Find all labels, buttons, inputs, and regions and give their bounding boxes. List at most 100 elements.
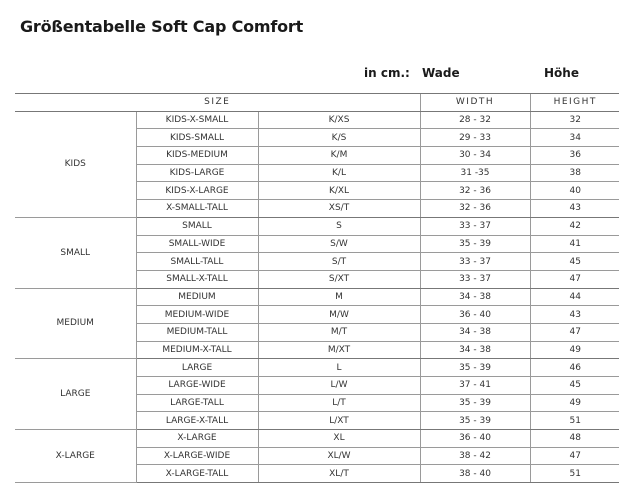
table-row: KIDS-SMALL K/S 29 - 33 34	[15, 128, 619, 148]
height-cell: 49	[529, 341, 619, 360]
column-header-width: WIDTH	[419, 93, 531, 112]
size-code-cell: L/XT	[257, 411, 421, 431]
table-row: LARGE LARGE L 35 - 39 46	[15, 358, 619, 431]
size-group-label: MEDIUM	[15, 288, 136, 360]
size-code-cell: L/W	[257, 376, 421, 395]
wade-label: Wade	[422, 66, 460, 80]
size-code-cell: M/XT	[257, 341, 421, 360]
width-cell: 35 - 39	[419, 235, 531, 254]
width-cell: 38 - 40	[419, 464, 531, 484]
size-group-label: LARGE	[15, 358, 136, 431]
width-cell: 34 - 38	[419, 288, 531, 307]
size-group-label: X-LARGE	[15, 429, 136, 484]
size-code-cell: K/L	[257, 164, 421, 183]
width-cell: 30 - 34	[419, 146, 531, 165]
height-cell: 43	[529, 305, 619, 324]
height-cell: 43	[529, 199, 619, 218]
height-cell: 34	[529, 128, 619, 148]
table-row: MEDIUM-WIDE M/W 36 - 40 43	[15, 305, 619, 324]
height-cell: 40	[529, 181, 619, 201]
table-row: X-LARGE-WIDE XL/W 38 - 42 47	[15, 447, 619, 466]
height-cell: 51	[529, 464, 619, 484]
table-row: SMALL SMALL S 33 - 37 42	[15, 217, 619, 289]
table-body: KIDS KIDS-X-SMALL K/XS 28 - 32 32 KIDS-SMALL K…	[15, 111, 619, 484]
column-header-height: HEIGHT	[529, 93, 619, 112]
table-row: MEDIUM MEDIUM M 34 - 38 44	[15, 288, 619, 360]
size-name-cell: X-SMALL-TALL	[135, 199, 258, 218]
table-header-row: SIZE WIDTH HEIGHT	[15, 93, 619, 112]
height-cell: 48	[529, 429, 619, 448]
height-cell: 47	[529, 447, 619, 466]
size-name-cell: SMALL-WIDE	[135, 235, 258, 254]
size-code-cell: XS/T	[257, 199, 421, 218]
size-code-cell: M	[257, 288, 421, 307]
width-cell: 34 - 38	[419, 341, 531, 360]
width-cell: 32 - 36	[419, 199, 531, 218]
size-name-cell: X-LARGE	[135, 429, 258, 448]
size-name-cell: MEDIUM	[135, 288, 258, 307]
height-cell: 47	[529, 270, 619, 289]
size-name-cell: LARGE-X-TALL	[135, 411, 258, 431]
column-header-size: SIZE	[15, 93, 421, 112]
size-code-cell: XL	[257, 429, 421, 448]
size-code-cell: L	[257, 358, 421, 377]
size-name-cell: MEDIUM-TALL	[135, 323, 258, 342]
unit-label: in cm.:	[364, 66, 410, 80]
size-name-cell: KIDS-X-SMALL	[135, 111, 258, 130]
width-cell: 33 - 37	[419, 217, 531, 236]
table-row: SMALL-X-TALL S/XT 33 - 37 47	[15, 270, 619, 289]
table-row: LARGE-WIDE L/W 37 - 41 45	[15, 376, 619, 395]
size-name-cell: KIDS-X-LARGE	[135, 181, 258, 201]
size-name-cell: LARGE-WIDE	[135, 376, 258, 395]
table-row: KIDS KIDS-X-SMALL K/XS 28 - 32 32	[15, 111, 619, 218]
height-cell: 42	[529, 217, 619, 236]
height-cell: 44	[529, 288, 619, 307]
hoehe-label: Höhe	[544, 66, 579, 80]
width-cell: 34 - 38	[419, 323, 531, 342]
size-code-cell: S/W	[257, 235, 421, 254]
size-code-cell: L/T	[257, 394, 421, 413]
table-row: LARGE-TALL L/T 35 - 39 49	[15, 394, 619, 413]
size-group-label: KIDS	[15, 111, 136, 218]
size-code-cell: S	[257, 217, 421, 236]
size-code-cell: M/T	[257, 323, 421, 342]
size-name-cell: SMALL-X-TALL	[135, 270, 258, 289]
height-cell: 49	[529, 394, 619, 413]
table-row: X-LARGE X-LARGE XL 36 - 40 48	[15, 429, 619, 484]
size-name-cell: X-LARGE-TALL	[135, 464, 258, 484]
size-code-cell: S/XT	[257, 270, 421, 289]
height-cell: 32	[529, 111, 619, 130]
size-name-cell: LARGE-TALL	[135, 394, 258, 413]
height-cell: 36	[529, 146, 619, 165]
size-code-cell: M/W	[257, 305, 421, 324]
table-row: KIDS-LARGE K/L 31 -35 38	[15, 164, 619, 183]
height-cell: 51	[529, 411, 619, 431]
width-cell: 31 -35	[419, 164, 531, 183]
width-cell: 35 - 39	[419, 411, 531, 431]
size-name-cell: SMALL	[135, 217, 258, 236]
width-cell: 37 - 41	[419, 376, 531, 395]
width-cell: 32 - 36	[419, 181, 531, 201]
size-code-cell: S/T	[257, 252, 421, 271]
table-row: SMALL-WIDE S/W 35 - 39 41	[15, 235, 619, 254]
table-row: KIDS-MEDIUM K/M 30 - 34 36	[15, 146, 619, 165]
size-code-cell: XL/T	[257, 464, 421, 484]
height-cell: 45	[529, 376, 619, 395]
size-code-cell: XL/W	[257, 447, 421, 466]
size-code-cell: K/XL	[257, 181, 421, 201]
size-code-cell: K/XS	[257, 111, 421, 130]
width-cell: 33 - 37	[419, 252, 531, 271]
table-row: SMALL-TALL S/T 33 - 37 45	[15, 252, 619, 271]
size-name-cell: LARGE	[135, 358, 258, 377]
width-cell: 29 - 33	[419, 128, 531, 148]
width-cell: 36 - 40	[419, 305, 531, 324]
size-group-label: SMALL	[15, 217, 136, 289]
size-name-cell: X-LARGE-WIDE	[135, 447, 258, 466]
width-cell: 38 - 42	[419, 447, 531, 466]
height-cell: 38	[529, 164, 619, 183]
table-row: X-SMALL-TALL XS/T 32 - 36 43	[15, 199, 619, 218]
size-name-cell: KIDS-LARGE	[135, 164, 258, 183]
table-row: MEDIUM-X-TALL M/XT 34 - 38 49	[15, 341, 619, 360]
size-code-cell: K/S	[257, 128, 421, 148]
table-row: KIDS-X-LARGE K/XL 32 - 36 40	[15, 181, 619, 201]
